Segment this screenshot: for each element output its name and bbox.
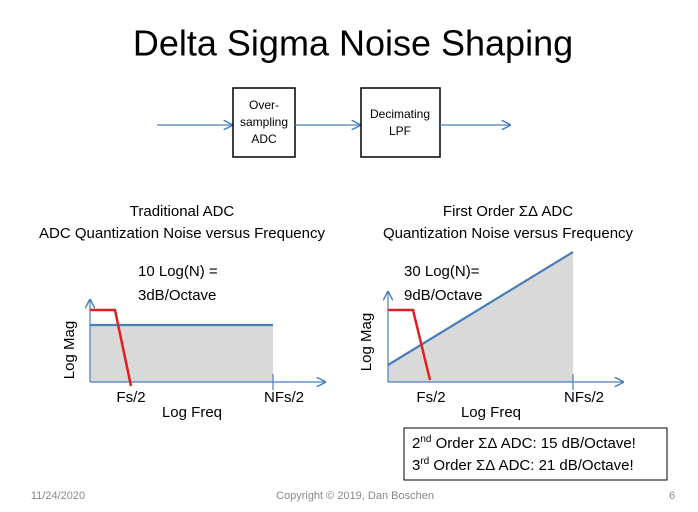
note-line: 2nd Order ΣΔ ADC: 15 dB/Octave!	[412, 434, 636, 452]
caption: Quantization Noise versus Frequency	[383, 225, 634, 242]
x-mark: NFs/2	[564, 389, 604, 406]
annotation: 10 Log(N) =	[138, 263, 218, 280]
x-label: Log Freq	[461, 404, 521, 421]
caption: Traditional ADC	[130, 203, 235, 220]
x-mark: Fs/2	[116, 389, 145, 406]
note-text: Order ΣΔ ADC: 15 dB/Octave!	[431, 435, 635, 452]
x-mark: Fs/2	[416, 389, 445, 406]
block-label: sampling	[240, 115, 288, 129]
x-mark: NFs/2	[264, 389, 304, 406]
block-label: LPF	[389, 124, 411, 138]
annotation: 9dB/Octave	[404, 287, 482, 304]
note-box	[403, 427, 668, 481]
footer-date: 11/24/2020	[31, 490, 85, 502]
noise-area	[90, 325, 273, 382]
filter	[90, 308, 133, 387]
note-suffix: rd	[420, 456, 429, 467]
block-label: Over-	[249, 98, 279, 112]
note-suffix: nd	[420, 434, 431, 445]
y-label: Log Mag	[358, 313, 375, 371]
noise-line	[387, 251, 574, 366]
note-text: Order ΣΔ ADC: 21 dB/Octave!	[429, 457, 633, 474]
x-label: Log Freq	[162, 404, 222, 421]
footer-page: 6	[669, 490, 675, 502]
annotation: 30 Log(N)=	[404, 263, 480, 280]
note-number: 2	[412, 435, 420, 452]
caption: ADC Quantization Noise versus Frequency	[39, 225, 325, 242]
note-number: 3	[412, 457, 420, 474]
noise-area	[388, 252, 573, 382]
y-label: Log Mag	[61, 321, 78, 379]
annotation: 3dB/Octave	[138, 287, 216, 304]
block	[360, 87, 441, 158]
footer-copyright: Copyright © 2019, Dan Boschen	[276, 490, 434, 502]
slide-title: Delta Sigma Noise Shaping	[133, 23, 573, 64]
block-label: ADC	[251, 132, 277, 146]
note-line: 3rd Order ΣΔ ADC: 21 dB/Octave!	[412, 456, 634, 474]
block-label: Decimating	[370, 107, 430, 121]
filter	[388, 308, 432, 381]
caption: First Order ΣΔ ADC	[443, 203, 573, 220]
block	[232, 87, 296, 158]
